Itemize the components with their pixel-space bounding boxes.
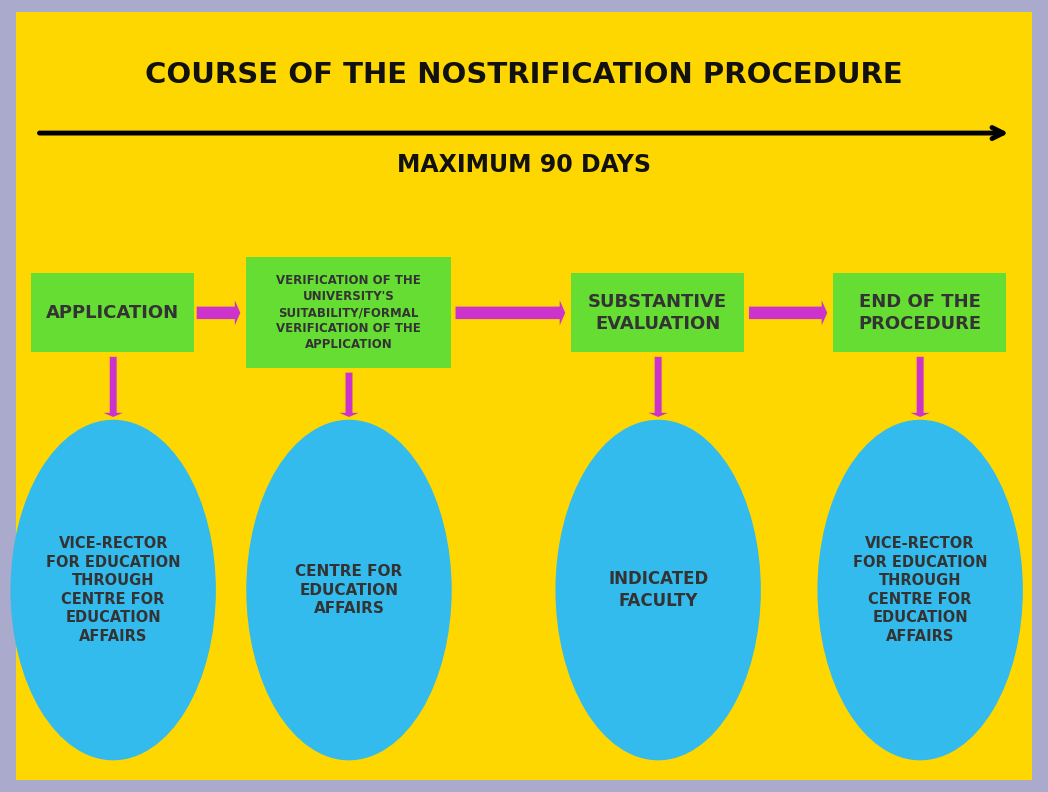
Ellipse shape [10, 420, 216, 760]
FancyBboxPatch shape [571, 273, 744, 352]
Text: COURSE OF THE NOSTRIFICATION PROCEDURE: COURSE OF THE NOSTRIFICATION PROCEDURE [145, 61, 903, 89]
Text: INDICATED
FACULTY: INDICATED FACULTY [608, 570, 708, 610]
Text: APPLICATION: APPLICATION [46, 304, 179, 322]
FancyBboxPatch shape [31, 273, 194, 352]
Text: VERIFICATION OF THE
UNIVERSITY'S
SUITABILITY/FORMAL
VERIFICATION OF THE
APPLICAT: VERIFICATION OF THE UNIVERSITY'S SUITABI… [276, 274, 421, 352]
Text: CENTRE FOR
EDUCATION
AFFAIRS: CENTRE FOR EDUCATION AFFAIRS [296, 564, 402, 616]
Text: VICE-RECTOR
FOR EDUCATION
THROUGH
CENTRE FOR
EDUCATION
AFFAIRS: VICE-RECTOR FOR EDUCATION THROUGH CENTRE… [853, 536, 987, 644]
Ellipse shape [246, 420, 452, 760]
FancyBboxPatch shape [16, 12, 1032, 780]
Text: MAXIMUM 90 DAYS: MAXIMUM 90 DAYS [397, 153, 651, 177]
Ellipse shape [555, 420, 761, 760]
FancyBboxPatch shape [246, 257, 451, 368]
Text: END OF THE
PROCEDURE: END OF THE PROCEDURE [858, 293, 981, 333]
Ellipse shape [817, 420, 1023, 760]
FancyBboxPatch shape [833, 273, 1006, 352]
Text: VICE-RECTOR
FOR EDUCATION
THROUGH
CENTRE FOR
EDUCATION
AFFAIRS: VICE-RECTOR FOR EDUCATION THROUGH CENTRE… [46, 536, 180, 644]
Text: SUBSTANTIVE
EVALUATION: SUBSTANTIVE EVALUATION [588, 293, 727, 333]
